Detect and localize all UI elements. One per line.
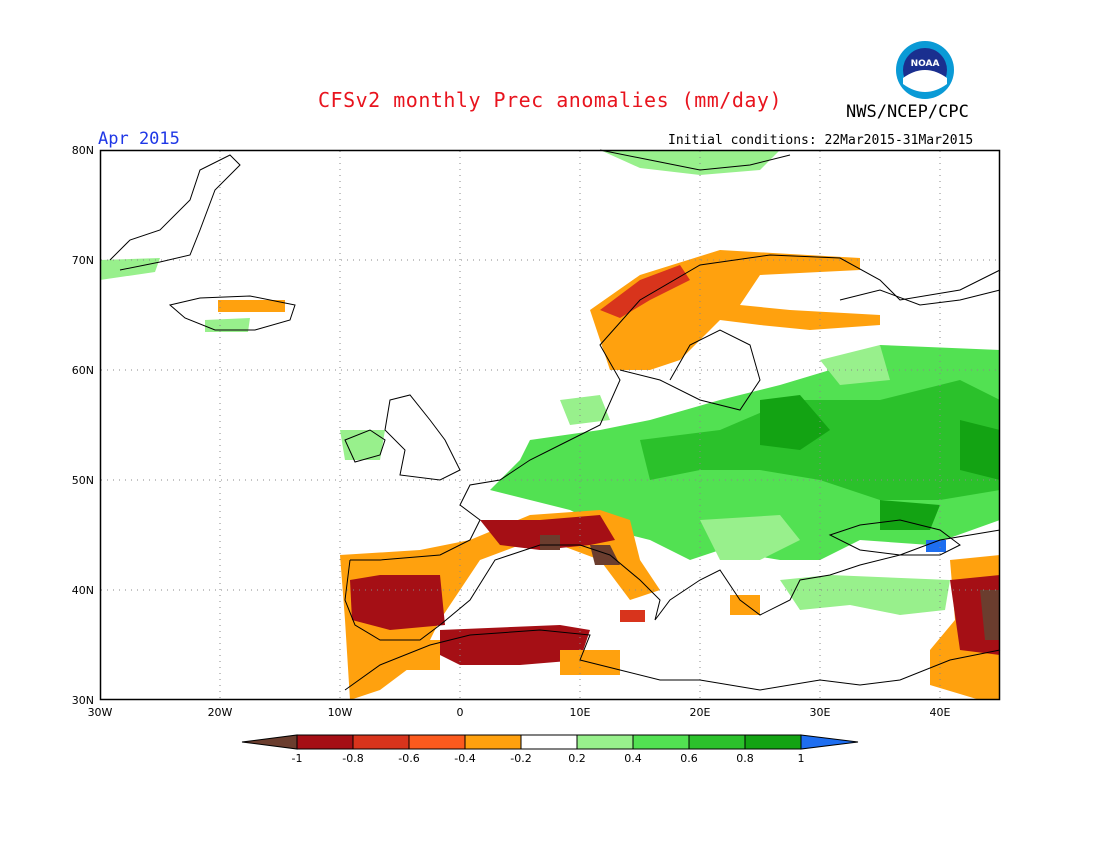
colorbar-swatch [296, 734, 354, 750]
colorbar-labels: -1 -0.8 -0.6 -0.4 -0.2 0.2 0.4 0.6 0.8 1 [292, 752, 805, 765]
colorbar-swatch [352, 734, 410, 750]
colorbar [241, 734, 859, 750]
colorbar-tick: -1 [292, 752, 303, 765]
colorbar-tick: 0.2 [568, 752, 586, 765]
lon-label: 30E [810, 706, 831, 719]
lat-label: 40N [72, 584, 94, 597]
colorbar-tick: -0.2 [510, 752, 531, 765]
colorbar-tick: 0.4 [624, 752, 642, 765]
colorbar-swatch [408, 734, 466, 750]
noaa-logo-icon: NOAA [896, 41, 954, 99]
initial-conditions: Initial conditions: 22Mar2015-31Mar2015 [668, 133, 974, 148]
lat-label: 70N [72, 254, 94, 267]
lon-label: 10E [570, 706, 591, 719]
colorbar-tick: 0.8 [736, 752, 754, 765]
lon-label: 30W [88, 706, 113, 719]
colorbar-swatch [520, 734, 578, 750]
lat-label: 50N [72, 474, 94, 487]
latitude-labels: 80N 70N 60N 50N 40N 30N [72, 144, 94, 707]
colorbar-tick: 1 [798, 752, 805, 765]
map-frame [99, 149, 1001, 701]
colorbar-swatch [464, 734, 522, 750]
colorbar-swatch [688, 734, 746, 750]
organization-label: NWS/NCEP/CPC [846, 102, 969, 122]
lon-label: 0 [457, 706, 464, 719]
colorbar-swatch [744, 734, 802, 750]
colorbar-tick: -0.6 [398, 752, 419, 765]
lat-label: 80N [72, 144, 94, 157]
colorbar-swatch [632, 734, 690, 750]
forecast-month: Apr 2015 [98, 129, 180, 149]
colorbar-tick: -0.8 [342, 752, 363, 765]
lat-label: 30N [72, 694, 94, 707]
anomaly-shading [100, 150, 1000, 700]
graticule [101, 151, 999, 699]
longitude-labels: 30W 20W 10W 0 10E 20E 30E 40E [88, 706, 951, 719]
lon-label: 20E [690, 706, 711, 719]
colorbar-right-arrow [800, 734, 859, 750]
colorbar-left-arrow [241, 734, 298, 750]
lon-label: 40E [930, 706, 951, 719]
colorbar-swatch [576, 734, 634, 750]
svg-text:NOAA: NOAA [911, 59, 940, 69]
lat-label: 60N [72, 364, 94, 377]
coastlines [109, 149, 1001, 691]
colorbar-tick: -0.4 [454, 752, 475, 765]
lon-label: 10W [328, 706, 353, 719]
map-title: CFSv2 monthly Prec anomalies (mm/day) [317, 88, 783, 112]
lon-label: 20W [208, 706, 233, 719]
colorbar-tick: 0.6 [680, 752, 698, 765]
